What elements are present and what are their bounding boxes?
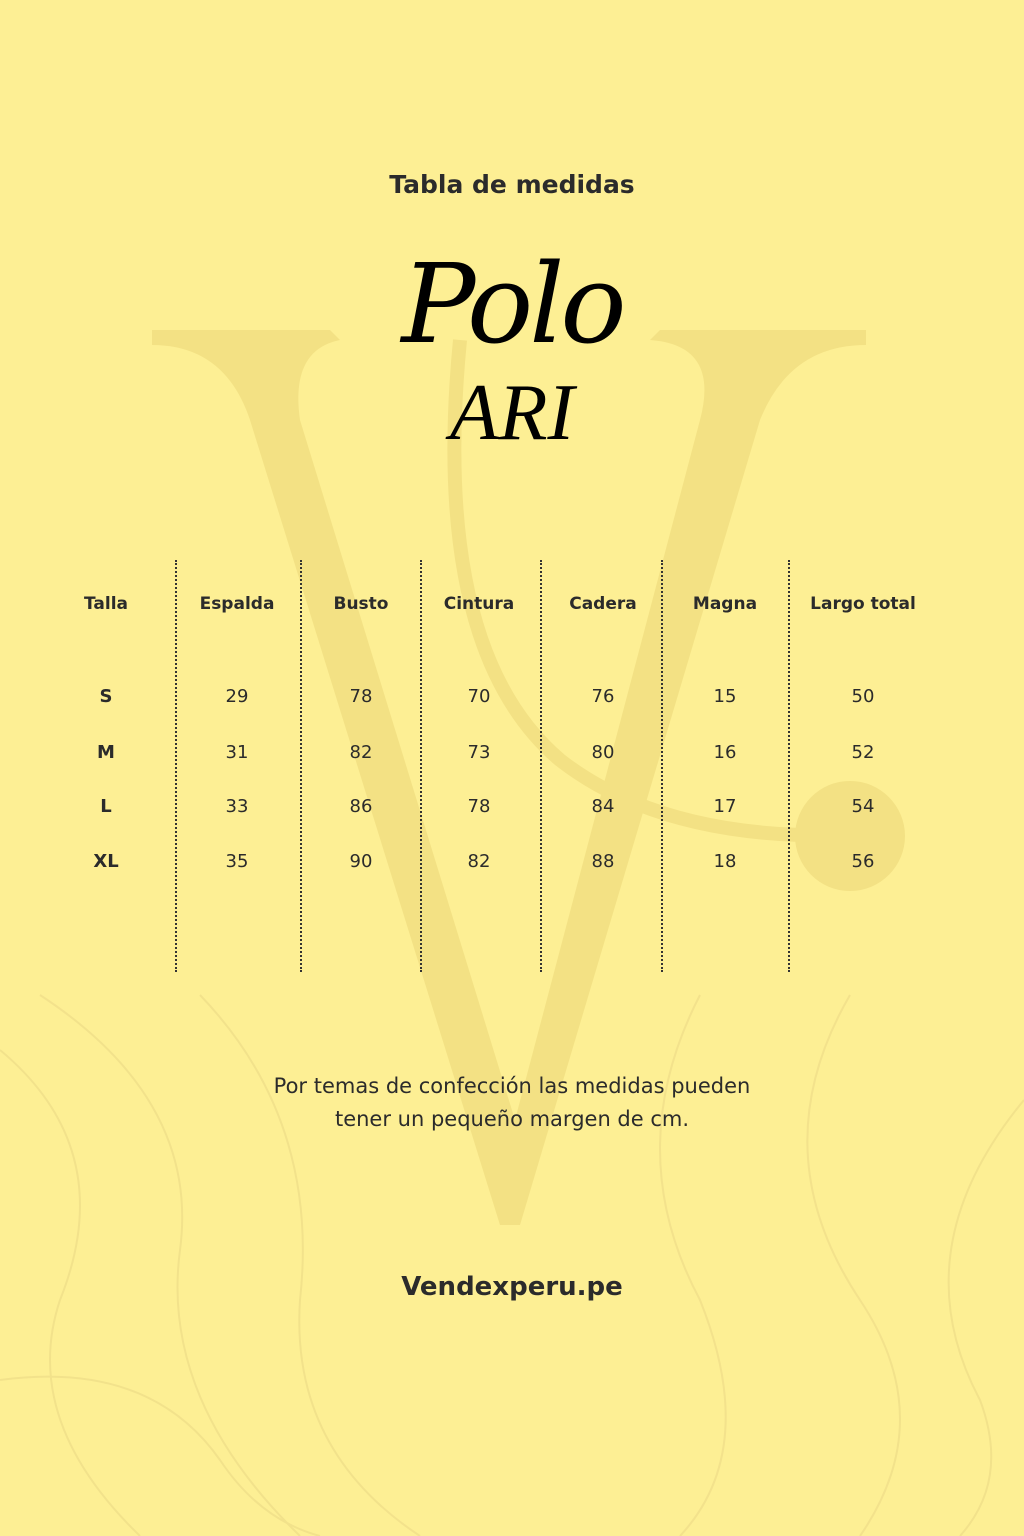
measurement-cell: 18 — [713, 851, 737, 872]
column-divider — [661, 560, 663, 972]
column-divider — [175, 560, 177, 972]
size-label: L — [100, 796, 112, 817]
measurement-cell: 17 — [713, 796, 737, 817]
measurement-cell: 35 — [225, 851, 249, 872]
measurement-cell: 54 — [851, 796, 875, 817]
column-header: Espalda — [199, 594, 275, 614]
measurement-cell: 31 — [225, 742, 249, 763]
measurement-cell: 73 — [467, 742, 491, 763]
measurement-cell: 78 — [467, 796, 491, 817]
measurement-cell: 86 — [349, 796, 373, 817]
measurement-cell: 78 — [349, 686, 373, 707]
measurement-cell: 76 — [591, 686, 615, 707]
column-header: Magna — [692, 594, 758, 614]
measurement-cell: 56 — [851, 851, 875, 872]
measurement-cell: 80 — [591, 742, 615, 763]
measurement-cell: 88 — [591, 851, 615, 872]
note-line: tener un pequeño margen de cm. — [334, 1107, 690, 1131]
column-header: Talla — [83, 594, 128, 614]
logo-ari: ARI — [449, 369, 575, 457]
measurement-cell: 15 — [713, 686, 737, 707]
size-label: XL — [93, 851, 119, 872]
measurement-note: Por temas de confección las medidas pued… — [0, 1070, 1024, 1136]
measurement-cell: 70 — [467, 686, 491, 707]
size-label: M — [97, 742, 115, 763]
measurement-cell: 82 — [349, 742, 373, 763]
column-divider — [540, 560, 542, 972]
measurement-cell: 82 — [467, 851, 491, 872]
measurement-cell: 52 — [851, 742, 875, 763]
column-divider — [420, 560, 422, 972]
column-header: Cintura — [443, 594, 515, 614]
measurement-cell: 29 — [225, 686, 249, 707]
measurement-cell: 50 — [851, 686, 875, 707]
logo-polo: Polo — [401, 240, 626, 368]
column-divider — [300, 560, 302, 972]
measurement-cell: 33 — [225, 796, 249, 817]
column-header: Cadera — [569, 594, 637, 614]
measurement-cell: 84 — [591, 796, 615, 817]
page-title: Tabla de medidas — [389, 170, 635, 199]
website-label: Vendexperu.pe — [401, 1272, 623, 1302]
column-header: Largo total — [810, 594, 916, 614]
column-header: Busto — [333, 594, 389, 614]
measurement-cell: 16 — [713, 742, 737, 763]
measurement-cell: 90 — [349, 851, 373, 872]
note-line: Por temas de confección las medidas pued… — [273, 1074, 751, 1098]
size-label: S — [99, 686, 113, 707]
column-divider — [788, 560, 790, 972]
